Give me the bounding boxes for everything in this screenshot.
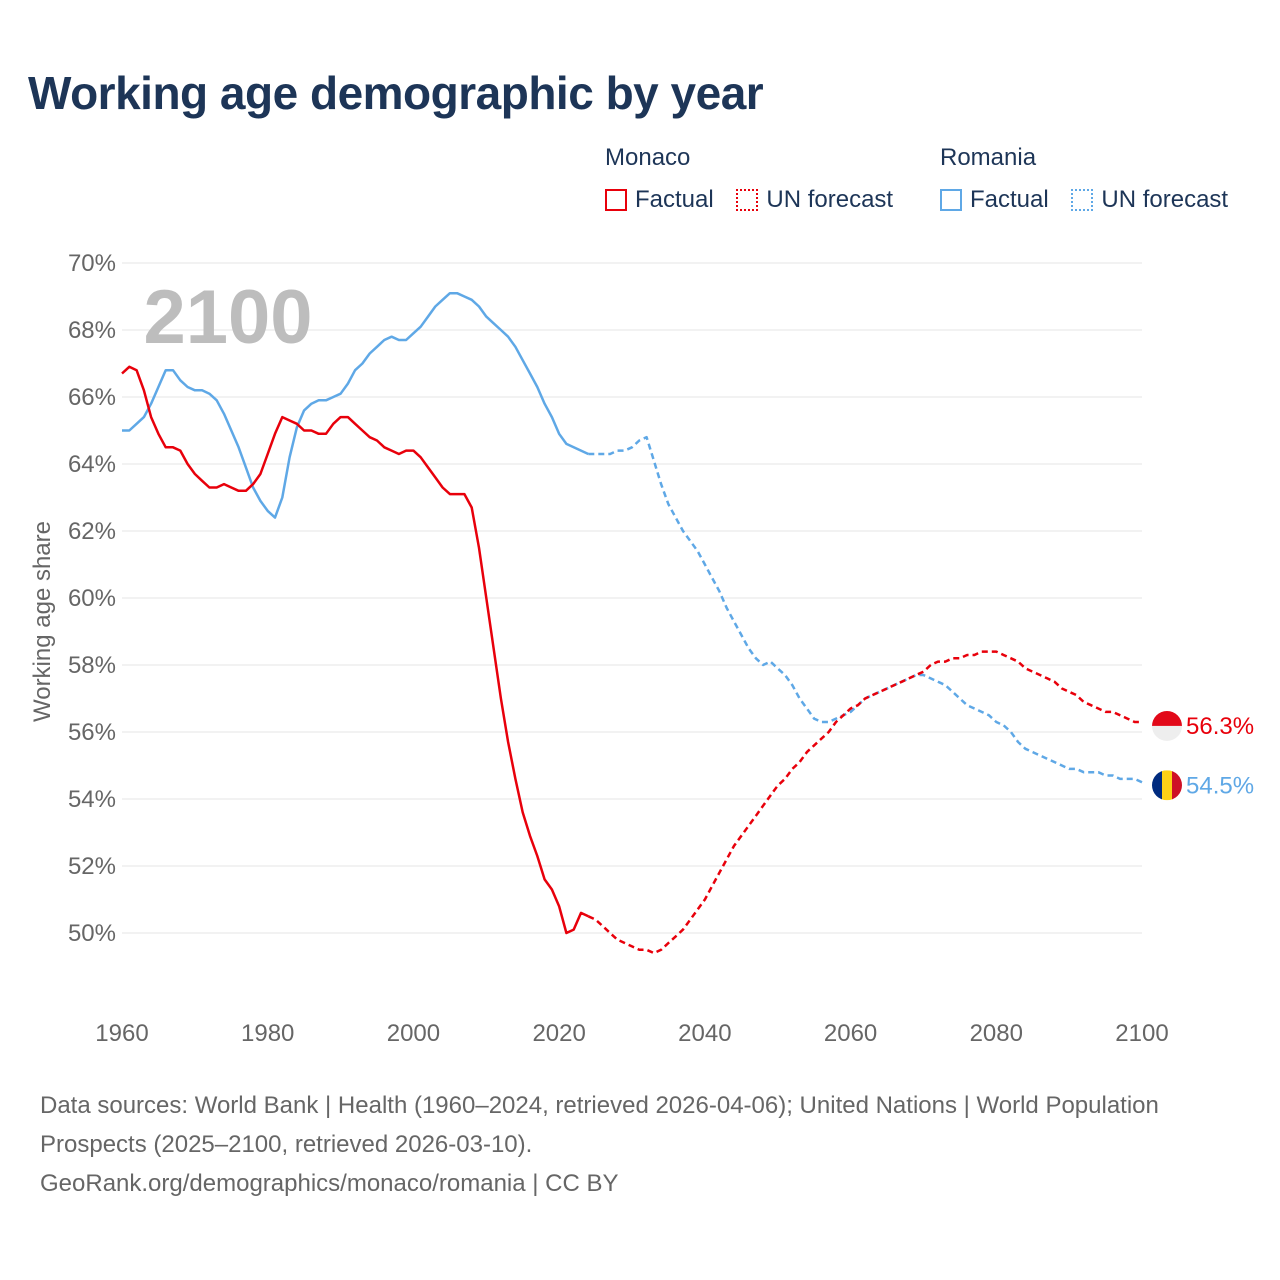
footer-attribution[interactable]: GeoRank.org/demographics/monaco/romania …: [40, 1170, 619, 1197]
legend-label: Factual: [635, 186, 714, 213]
y-tick-label: 58%: [68, 652, 116, 679]
x-tick-label: 2100: [1115, 1020, 1168, 1047]
y-tick-label: 60%: [68, 585, 116, 612]
x-tick-label: 1980: [241, 1020, 294, 1047]
y-tick-label: 54%: [68, 786, 116, 813]
series-line-monaco-forecast: [587, 650, 1142, 955]
x-tick-label: 1960: [95, 1020, 148, 1047]
year-watermark: 2100: [143, 275, 312, 360]
y-tick-label: 70%: [68, 250, 116, 277]
legend-romania: Romania Factual UN forecast: [940, 144, 1244, 218]
legend-item-romania-forecast[interactable]: UN forecast: [1071, 186, 1228, 214]
x-tick-label: 2000: [387, 1020, 440, 1047]
legend-label: UN forecast: [1101, 186, 1229, 213]
end-value-label-romania: 54.5%: [1186, 772, 1254, 799]
line-chart: 50% 52% 54% 56% 58% 60% 62% 64% 66% 68% 70% 1960 198…: [29, 250, 1254, 1047]
x-tick-label: 2040: [678, 1020, 731, 1047]
y-axis-label: Working age share: [29, 521, 56, 722]
series-line-romania-factual: [122, 291, 589, 519]
legend-label: UN forecast: [766, 186, 894, 213]
legend-group-name: Romania: [940, 144, 1037, 171]
legend-group-name: Monaco: [605, 144, 691, 171]
legend-item-monaco-factual[interactable]: Factual: [605, 186, 714, 214]
legend-monaco: Monaco Factual UN forecast: [605, 144, 909, 218]
legend-label: Factual: [970, 186, 1049, 213]
romania-flag-icon: [1172, 770, 1182, 801]
y-tick-label: 66%: [68, 384, 116, 411]
series-line-romania-forecast: [588, 435, 1143, 784]
x-tick-label: 2020: [532, 1020, 585, 1047]
x-tick-label: 2060: [824, 1020, 877, 1047]
footer-sources: Data sources: World Bank | Health (1960–…: [40, 1086, 1160, 1203]
footer-sources-text: Data sources: World Bank | Health (1960–…: [40, 1092, 1159, 1158]
y-tick-label: 50%: [68, 920, 116, 947]
legend-item-romania-factual[interactable]: Factual: [940, 186, 1049, 214]
legend-swatch-solid: [605, 189, 627, 211]
y-tick-label: 52%: [68, 853, 116, 880]
legend-item-monaco-forecast[interactable]: UN forecast: [736, 186, 893, 214]
legend-swatch-dotted: [736, 189, 759, 211]
romania-flag-icon: [1162, 770, 1172, 801]
romania-flag-icon: [1152, 770, 1162, 801]
monaco-flag-icon: [1152, 725, 1182, 741]
series-line-monaco-factual: [121, 365, 589, 935]
y-tick-label: 62%: [68, 518, 116, 545]
x-tick-label: 2080: [970, 1020, 1023, 1047]
legend-swatch-solid: [940, 189, 962, 211]
y-tick-label: 68%: [68, 317, 116, 344]
y-tick-label: 64%: [68, 451, 116, 478]
end-value-label-monaco: 56.3%: [1186, 713, 1254, 740]
monaco-flag-icon: [1152, 710, 1182, 726]
legend-swatch-dotted: [1071, 189, 1094, 211]
chart-title: Working age demographic by year: [28, 67, 764, 119]
y-tick-label: 56%: [68, 719, 116, 746]
